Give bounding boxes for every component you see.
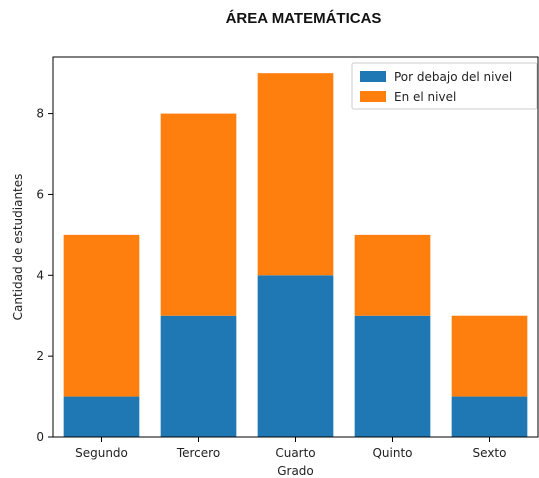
bar-tercero-series-0 [160, 315, 237, 437]
x-axis-ticks: Segundo Tercero Cuarto Quinto Sexto [75, 437, 506, 460]
legend: Por debajo del nivel En el nivel [351, 62, 538, 110]
y-axis-label: Cantidad de estudiantes [11, 174, 25, 321]
y-axis-ticks: 0 2 4 6 8 [36, 107, 53, 444]
bar-segundo-series-1 [63, 234, 140, 397]
bar-segundo-series-0 [63, 396, 140, 437]
bar-cuarto-series-1 [257, 73, 334, 276]
legend-swatch-0 [360, 71, 386, 82]
y-tick-label: 6 [36, 187, 44, 201]
bars-layer [63, 73, 528, 437]
legend-swatch-1 [360, 91, 386, 102]
y-tick-label: 2 [36, 349, 44, 363]
bar-sexto-series-0 [451, 396, 528, 437]
axes-layer: 0 2 4 6 8 Segundo Tercero Cuarto Quinto Sexto Gr… [11, 56, 539, 478]
y-tick-label: 8 [36, 107, 44, 121]
bar-cuarto-series-0 [257, 275, 334, 437]
y-tick-label: 4 [36, 268, 44, 282]
x-axis-label: Grado [277, 464, 314, 478]
x-tick-label-quinto: Quinto [372, 446, 412, 460]
legend-box [351, 62, 538, 110]
bar-quinto-series-1 [354, 234, 431, 316]
y-tick-label: 0 [36, 430, 44, 444]
x-tick-label-segundo: Segundo [75, 446, 128, 460]
chart-title: ÁREA MATEMÁTICAS [225, 10, 382, 27]
x-tick-label-tercero: Tercero [176, 446, 220, 460]
x-tick-label-cuarto: Cuarto [275, 446, 315, 460]
legend-label-1: En el nivel [394, 90, 456, 104]
bar-quinto-series-0 [354, 315, 431, 437]
bar-tercero-series-1 [160, 113, 237, 316]
bar-sexto-series-1 [451, 315, 528, 397]
legend-label-0: Por debajo del nivel [394, 70, 512, 84]
x-tick-label-sexto: Sexto [473, 446, 507, 460]
